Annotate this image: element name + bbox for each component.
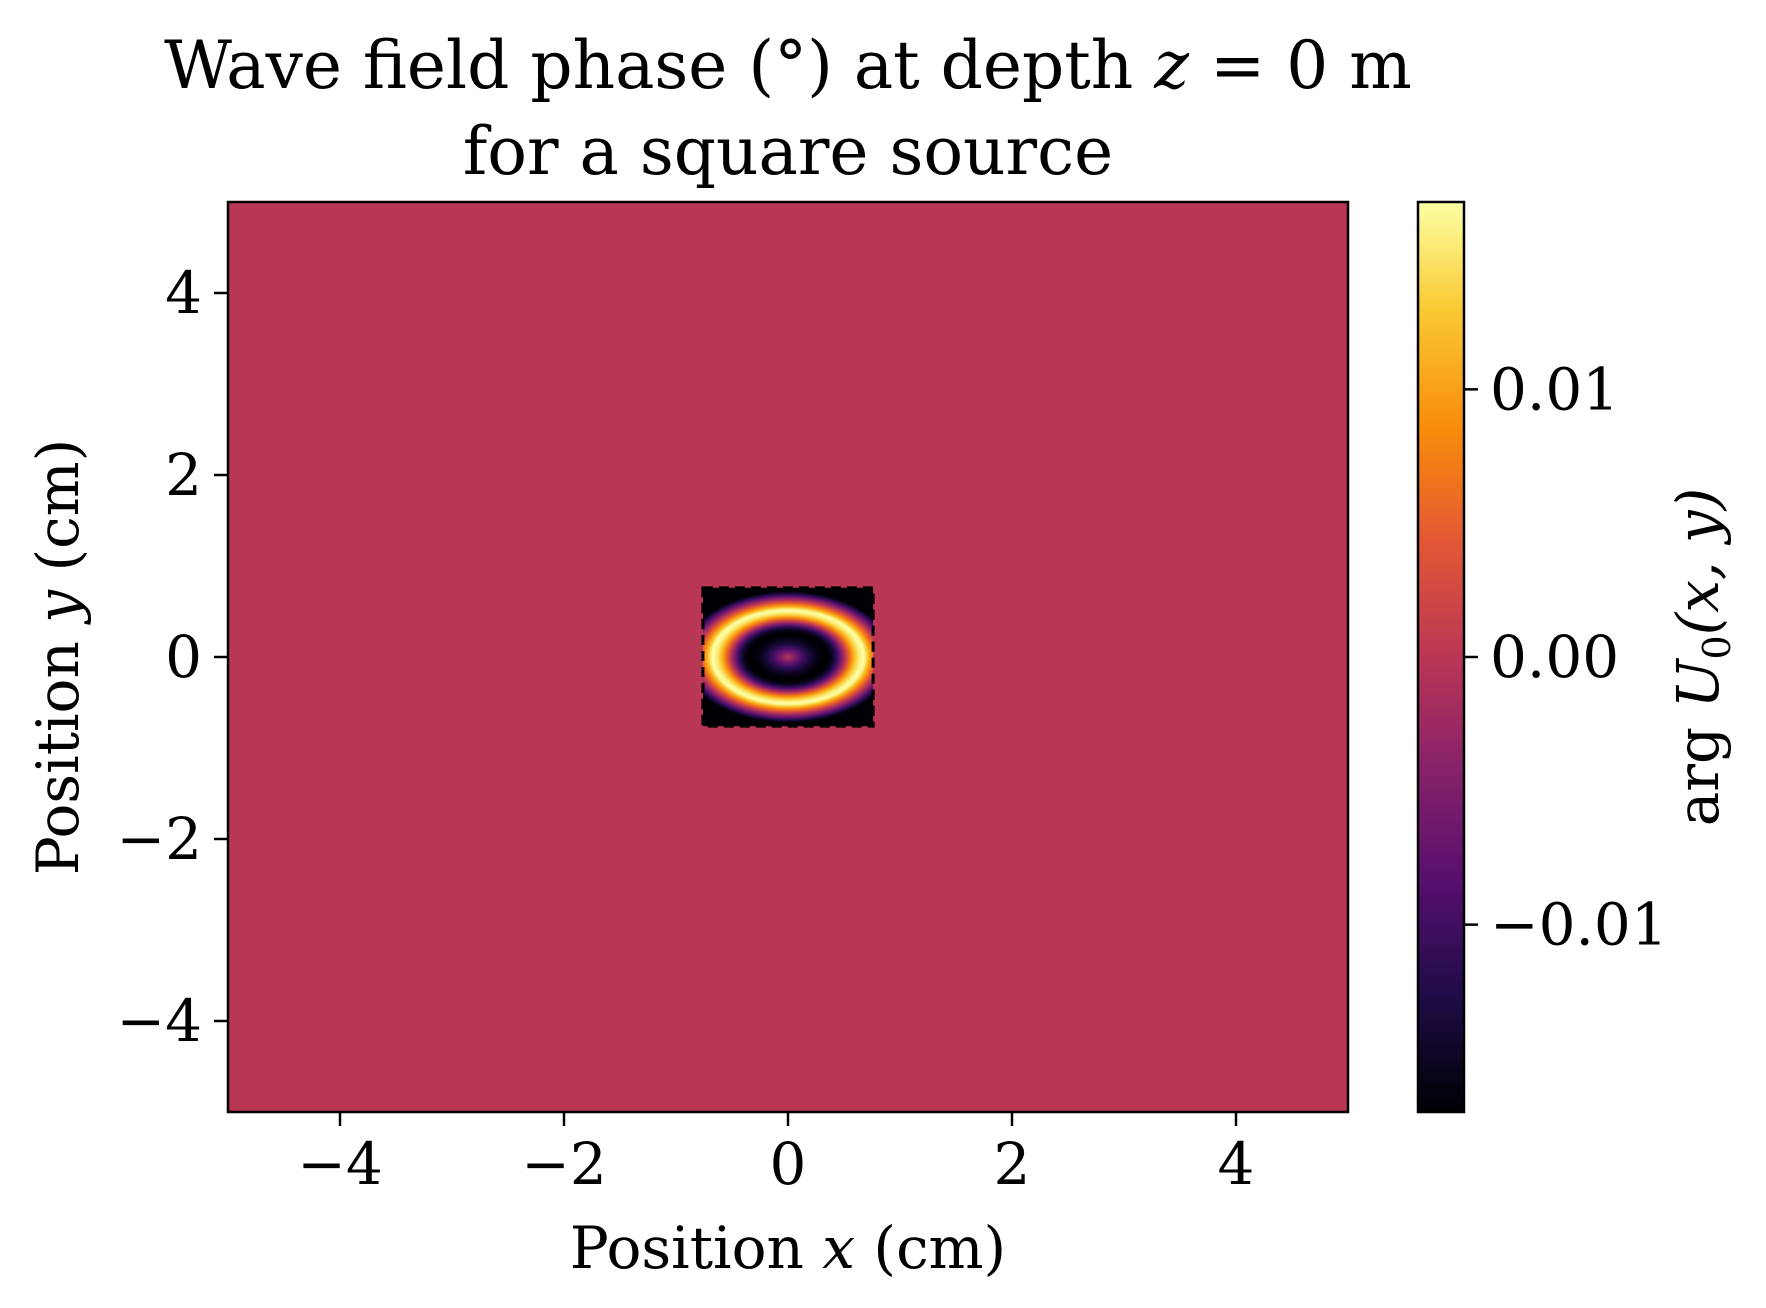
x-tick-label: 0 xyxy=(770,1130,807,1198)
chart-title-line1: Wave field phase (°) at depth z = 0 m xyxy=(164,27,1412,104)
colorbar-label: arg U0(x, y) xyxy=(1664,488,1739,827)
colorbar-tick-label: 0.00 xyxy=(1490,623,1619,691)
y-tick-label: −2 xyxy=(117,805,203,873)
x-axis-label: Position x (cm) xyxy=(570,1214,1006,1282)
x-tick-label: −2 xyxy=(521,1130,607,1198)
y-tick-label: 0 xyxy=(165,623,202,691)
y-axis-ticks: −4 −2 0 2 4 xyxy=(117,259,228,1055)
chart-title-line2: for a square source xyxy=(463,113,1113,190)
source-outline xyxy=(701,586,875,728)
colorbar-tick-label: −0.01 xyxy=(1490,891,1668,959)
x-tick-label: 2 xyxy=(994,1130,1031,1198)
y-tick-label: 4 xyxy=(165,259,202,327)
source-phase-pattern xyxy=(702,587,874,727)
y-axis-label: Position y (cm) xyxy=(24,439,92,875)
colorbar xyxy=(1416,200,1466,1114)
colorbar-fill xyxy=(1418,202,1464,1112)
heatmap-plot xyxy=(226,200,1350,1114)
y-tick-label: −4 xyxy=(117,987,203,1055)
colorbar-ticks: −0.01 0.00 0.01 xyxy=(1464,355,1668,959)
x-tick-label: −4 xyxy=(297,1130,383,1198)
x-tick-label: 4 xyxy=(1218,1130,1255,1198)
colorbar-tick-label: 0.01 xyxy=(1490,355,1619,423)
y-tick-label: 2 xyxy=(165,441,202,509)
x-axis-ticks: −4 −2 0 2 4 xyxy=(297,1112,1254,1198)
